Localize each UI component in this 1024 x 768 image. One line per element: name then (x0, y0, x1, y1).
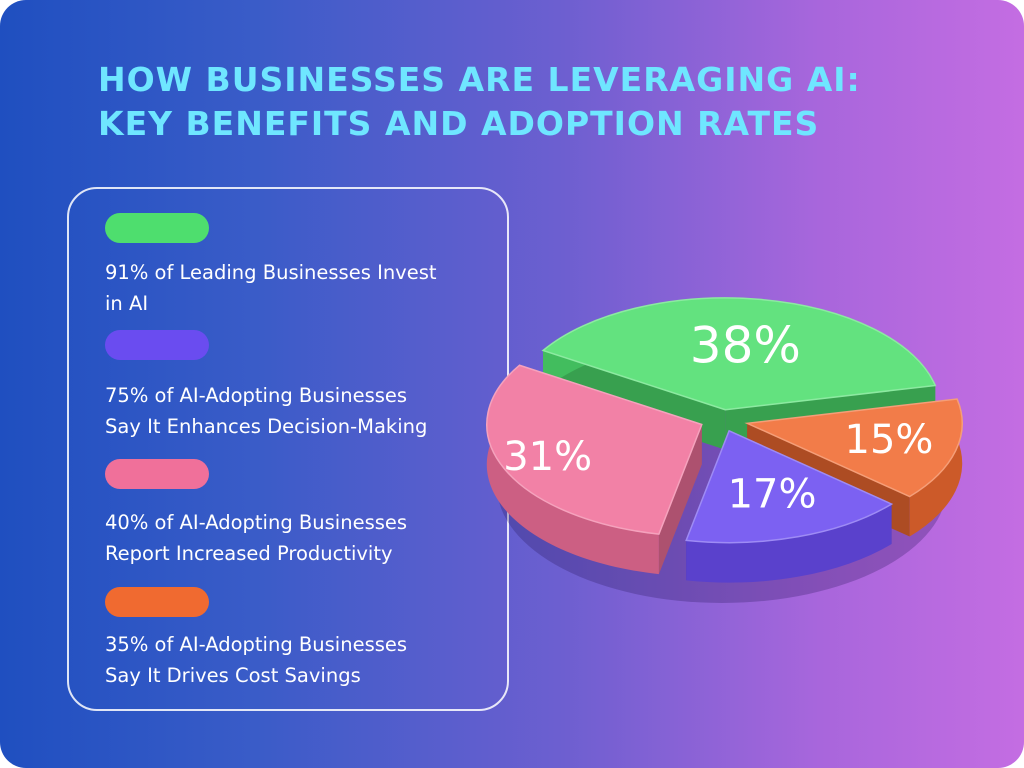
legend-label-line-2: in AI (105, 292, 149, 315)
legend-label-line-2: Say It Drives Cost Savings (105, 664, 361, 687)
legend-swatch-pink (105, 459, 209, 489)
pie-slice-label: 31% (503, 434, 592, 480)
legend-item-2: 75% of AI-Adopting Businesses Say It Enh… (105, 330, 505, 442)
pie-slice-label: 38% (690, 317, 801, 375)
title-line-1: HOW BUSINESSES ARE LEVERAGING AI: (98, 60, 861, 99)
pie-slice-rim (909, 399, 963, 537)
legend-swatch-purple (105, 330, 209, 360)
legend-item-1: 91% of Leading Businesses Invest in AI (105, 213, 505, 319)
legend-label: 91% of Leading Businesses Invest in AI (105, 257, 505, 319)
pie-slice-rim (686, 504, 892, 583)
pie-slice-label: 15% (845, 417, 934, 463)
legend-label-line-2: Say It Enhances Decision-Making (105, 415, 428, 438)
legend-panel: 91% of Leading Businesses Invest in AI 7… (67, 187, 509, 711)
legend-swatch-orange (105, 587, 209, 617)
legend-label-line-1: 40% of AI-Adopting Businesses (105, 511, 408, 534)
pie-slice (541, 297, 937, 411)
title-line-2: KEY BENEFITS AND ADOPTION RATES (98, 104, 820, 143)
legend-label-line-1: 75% of AI-Adopting Businesses (105, 384, 408, 407)
legend-label-line-2: Report Increased Productivity (105, 542, 393, 565)
pie-slice (685, 429, 894, 544)
pie-slice-label: 17% (728, 471, 817, 517)
legend-swatch-green (105, 213, 209, 243)
legend-label-line-1: 91% of Leading Businesses Invest (105, 261, 437, 284)
legend-label: 40% of AI-Adopting Businesses Report Inc… (105, 507, 505, 569)
pie-slice (486, 364, 703, 535)
pie-slice-wall (658, 424, 702, 575)
legend-label: 35% of AI-Adopting Businesses Say It Dri… (105, 629, 505, 691)
legend-item-3: 40% of AI-Adopting Businesses Report Inc… (105, 459, 505, 569)
legend-item-4: 35% of AI-Adopting Businesses Say It Dri… (105, 587, 505, 691)
legend-label: 75% of AI-Adopting Businesses Say It Enh… (105, 380, 505, 442)
page-title: HOW BUSINESSES ARE LEVERAGING AI: KEY BE… (98, 58, 958, 146)
pie-slice (744, 398, 963, 498)
pie-slice-rim (486, 365, 659, 575)
legend-label-line-1: 35% of AI-Adopting Businesses (105, 633, 408, 656)
